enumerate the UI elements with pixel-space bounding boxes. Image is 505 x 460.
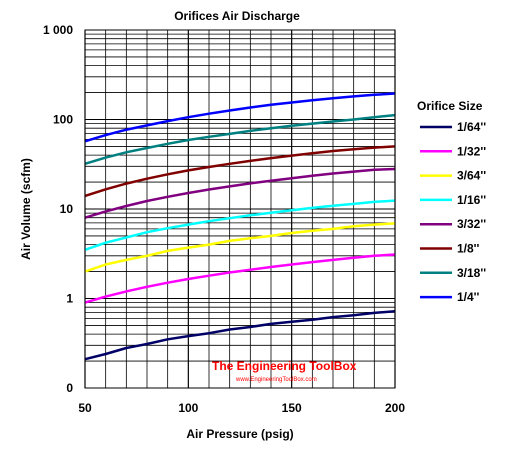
series-line	[84, 145, 396, 198]
series-line	[84, 253, 396, 304]
x-tick-label: 150	[282, 401, 302, 415]
legend-label: 1/32''	[457, 144, 486, 158]
grid-lines	[84, 30, 396, 389]
legend-label: 3/64''	[457, 169, 486, 183]
y-axis-label: Air Volume (scfm)	[19, 158, 33, 260]
legend-label: 3/32''	[457, 217, 486, 231]
x-tick-label: 200	[385, 401, 405, 415]
legend: Orifice Size 1/64'' 1/32'' 3/64'' 1/16'' 3/3…	[417, 99, 486, 304]
watermark-title: The Engineering ToolBox	[212, 359, 357, 373]
y-tick-label: 0	[66, 381, 73, 395]
legend-label: 3/18''	[457, 266, 486, 280]
x-tick-label: 50	[78, 401, 92, 415]
legend-title: Orifice Size	[417, 99, 483, 113]
series-lines	[84, 92, 396, 361]
series-line	[84, 222, 396, 273]
series-line	[84, 167, 396, 219]
y-tick-label: 1 000	[43, 23, 73, 37]
y-tick-labels: 0 1 10 100 1 000	[43, 23, 73, 395]
plot-area-frame	[84, 29, 396, 389]
watermark-url: www.EngineeringToolBox.com	[235, 377, 317, 383]
x-axis-label: Air Pressure (psig)	[186, 427, 293, 441]
y-tick-label: 1	[66, 292, 73, 306]
chart-title: Orifices Air Discharge	[174, 9, 300, 23]
legend-label: 1/16''	[457, 193, 486, 207]
y-tick-label: 100	[53, 113, 73, 127]
legend-label: 1/8''	[457, 242, 480, 256]
watermark-logo: The Engineering ToolBox www.EngineeringT…	[212, 359, 357, 383]
series-line	[84, 113, 396, 165]
series-line	[84, 310, 396, 361]
legend-label: 1/64''	[457, 120, 486, 134]
legend-label: 1/4''	[457, 290, 480, 304]
series-line	[84, 92, 396, 143]
series-line	[84, 199, 396, 251]
x-tick-labels: 50 100 150 200	[78, 401, 405, 415]
y-tick-label: 10	[60, 202, 74, 216]
x-tick-label: 100	[178, 401, 198, 415]
